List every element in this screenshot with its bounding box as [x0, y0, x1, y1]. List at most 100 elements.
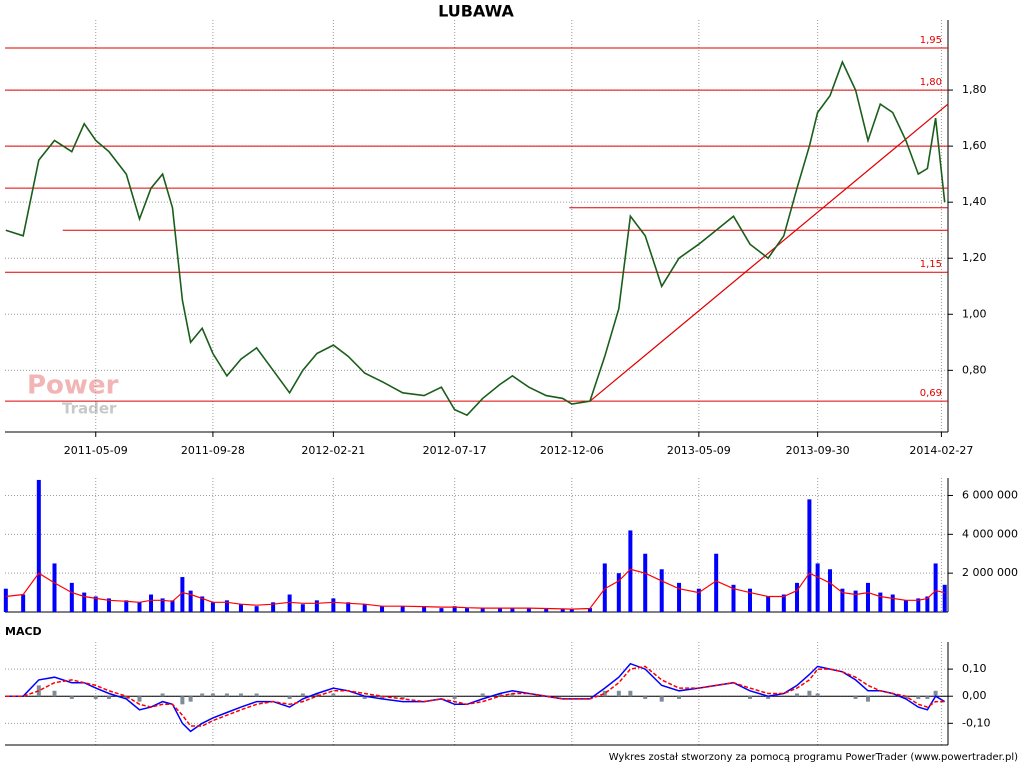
volume-bar — [210, 602, 215, 612]
volume-bar — [853, 590, 858, 612]
histogram-bar — [903, 696, 908, 699]
histogram-bar — [452, 696, 457, 699]
volume-bar — [840, 588, 845, 612]
y-tick-label: 1,80 — [962, 83, 987, 96]
volume-bar — [160, 598, 165, 612]
y-tick-label: 0,00 — [962, 689, 987, 702]
watermark: Trader — [62, 400, 117, 418]
histogram-bar — [69, 696, 74, 699]
histogram-bar — [137, 696, 142, 702]
volume-bar — [696, 588, 701, 612]
histogram-bar — [807, 690, 812, 697]
volume-bar — [452, 606, 457, 612]
volume-bar — [560, 609, 565, 612]
histogram-bar — [510, 693, 515, 697]
x-tick-label: 2011-05-09 — [64, 444, 128, 457]
histogram-bar — [766, 696, 771, 699]
volume-bar — [82, 592, 87, 612]
y-tick-label: 1,60 — [962, 139, 987, 152]
volume-bar — [795, 582, 800, 612]
volume-bar — [380, 606, 385, 612]
x-tick-label: 2012-12-06 — [540, 444, 604, 457]
volume-bar — [731, 584, 736, 612]
volume-bar — [480, 608, 485, 612]
volume-bar — [21, 594, 26, 612]
volume-bar — [346, 602, 351, 612]
volume-bar — [865, 582, 870, 612]
y-tick-label: 6 000 000 — [962, 488, 1018, 501]
volume-bar — [677, 582, 682, 612]
y-tick-label: 1,40 — [962, 195, 987, 208]
volume-bar — [422, 606, 427, 612]
histogram-bar — [659, 696, 664, 702]
histogram-bar — [106, 696, 111, 699]
volume-bar — [439, 608, 444, 612]
histogram-bar — [224, 693, 229, 697]
volume-bar — [498, 608, 503, 612]
volume-bar — [569, 609, 574, 612]
volume-bar — [933, 563, 938, 612]
volume-bar — [714, 553, 719, 612]
volume-bar — [180, 577, 185, 612]
histogram-bar — [210, 693, 215, 697]
volume-bar — [828, 569, 833, 612]
volume-bar — [36, 479, 41, 612]
volume-bar — [3, 588, 8, 612]
volume-bar — [271, 602, 276, 612]
histogram-bar — [238, 693, 243, 697]
histogram-bar — [498, 693, 503, 697]
volume-bar — [544, 608, 549, 612]
histogram-bar — [480, 693, 485, 697]
histogram-bar — [52, 690, 57, 697]
volume-bar — [106, 598, 111, 612]
volume-bar — [188, 590, 193, 612]
macd-line — [5, 662, 946, 733]
volume-bar — [659, 569, 664, 612]
x-tick-label: 2011-09-28 — [181, 444, 245, 457]
y-tick-label: 4 000 000 — [962, 527, 1018, 540]
histogram-bar — [815, 693, 820, 697]
y-tick-label: 1,20 — [962, 251, 987, 264]
histogram-bar — [628, 690, 633, 697]
histogram-bar — [200, 693, 205, 697]
volume-bar — [400, 606, 405, 612]
volume-bar — [916, 598, 921, 612]
volume-bar — [815, 563, 820, 612]
volume-bar — [747, 588, 752, 612]
volume-bar — [628, 530, 633, 612]
volume-bar — [69, 582, 74, 612]
volume-bar — [254, 606, 259, 612]
volume-bar — [903, 600, 908, 612]
histogram-bar — [602, 690, 607, 697]
volume-bar — [362, 604, 367, 612]
footer: Wykres został stworzony za pomocą progra… — [609, 752, 1018, 763]
volume-bar — [766, 596, 771, 612]
volume-bar — [890, 594, 895, 612]
histogram-bar — [616, 690, 621, 697]
x-tick-label: 2012-02-21 — [301, 444, 365, 457]
volume-bar — [314, 600, 319, 612]
histogram-bar — [643, 696, 648, 699]
volume-bar — [170, 600, 175, 612]
volume-bar — [643, 553, 648, 612]
volume-bar — [587, 608, 592, 612]
y-tick-label: 2 000 000 — [962, 566, 1018, 579]
histogram-bar — [124, 696, 129, 699]
volume-bar — [149, 594, 154, 612]
histogram-bar — [677, 696, 682, 699]
y-tick-label: 1,00 — [962, 307, 987, 320]
histogram-bar — [853, 696, 858, 699]
chart-title: LUBAWA — [438, 2, 514, 21]
volume-bar — [238, 604, 243, 612]
histogram-bar — [160, 693, 165, 697]
histogram-bar — [795, 693, 800, 697]
volume-bar — [942, 584, 947, 612]
histogram-bar — [865, 696, 870, 702]
level-label: 1,15 — [920, 259, 942, 270]
volume-bar — [93, 596, 98, 612]
volume-bar — [781, 594, 786, 612]
volume-bar — [287, 594, 292, 612]
histogram-bar — [93, 696, 98, 699]
volume-bar — [224, 600, 229, 612]
